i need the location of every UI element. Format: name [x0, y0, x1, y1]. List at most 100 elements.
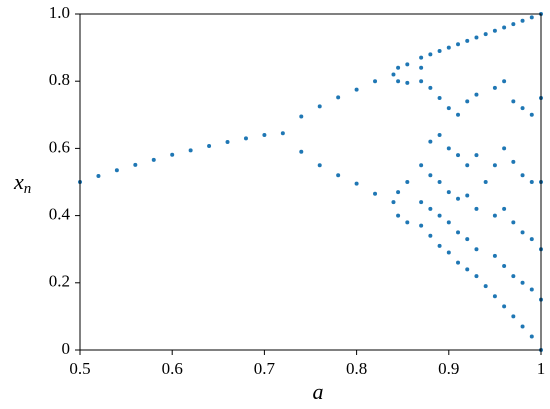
- point: [133, 162, 138, 167]
- point: [396, 213, 401, 218]
- point: [262, 132, 267, 137]
- point: [456, 42, 461, 47]
- point: [446, 190, 451, 195]
- point: [428, 139, 433, 144]
- y-tick-label: 1.0: [49, 3, 70, 22]
- point: [502, 146, 507, 151]
- point: [419, 200, 424, 205]
- point: [520, 173, 525, 178]
- point: [207, 144, 212, 149]
- point: [437, 180, 442, 184]
- point: [474, 153, 479, 158]
- point: [428, 233, 433, 238]
- point: [465, 237, 470, 242]
- y-tick-label: 0.2: [49, 272, 70, 291]
- point: [511, 314, 516, 319]
- point: [511, 220, 516, 225]
- point: [280, 131, 285, 136]
- point: [474, 35, 479, 40]
- point: [456, 112, 461, 117]
- point: [492, 213, 497, 218]
- point: [492, 28, 497, 33]
- point: [483, 32, 488, 37]
- point: [446, 45, 451, 50]
- point: [456, 153, 461, 158]
- point: [465, 38, 470, 43]
- point: [396, 65, 401, 70]
- point: [474, 92, 479, 97]
- point: [502, 304, 507, 309]
- plot-frame: [79, 13, 542, 351]
- point: [419, 79, 424, 84]
- point: [151, 157, 156, 162]
- x-tick-label: 0.6: [162, 359, 183, 378]
- point: [396, 190, 401, 195]
- point: [391, 72, 396, 77]
- point: [299, 114, 304, 119]
- point: [419, 223, 424, 228]
- point: [446, 146, 451, 151]
- point: [456, 196, 461, 201]
- point: [405, 180, 410, 184]
- point: [502, 206, 507, 211]
- point: [170, 152, 175, 157]
- point: [405, 62, 410, 67]
- y-tick-label: 0: [62, 339, 71, 358]
- point: [373, 79, 378, 84]
- point: [502, 264, 507, 268]
- point: [511, 99, 516, 104]
- x-tick-label: 0.8: [346, 359, 367, 378]
- point: [492, 85, 497, 90]
- y-tick-label: 0.6: [49, 137, 70, 156]
- point: [529, 112, 534, 117]
- point: [474, 247, 479, 252]
- point: [225, 140, 230, 145]
- y-axis-title-subscript: n: [24, 181, 32, 197]
- point: [446, 220, 451, 225]
- point: [428, 206, 433, 211]
- point: [483, 180, 488, 184]
- point: [465, 267, 470, 272]
- point: [391, 200, 396, 205]
- point: [502, 79, 507, 84]
- point: [520, 280, 525, 285]
- point: [492, 294, 497, 299]
- point: [465, 99, 470, 104]
- point: [511, 22, 516, 27]
- point: [465, 163, 470, 168]
- point: [446, 250, 451, 255]
- point: [520, 18, 525, 23]
- x-tick-label: 1: [537, 359, 546, 378]
- point: [529, 287, 534, 292]
- point: [96, 173, 101, 178]
- point: [437, 48, 442, 53]
- point: [492, 163, 497, 168]
- point: [373, 191, 378, 196]
- point: [243, 136, 248, 141]
- x-tick-label: 0.7: [254, 359, 276, 378]
- point: [446, 106, 451, 111]
- point: [529, 15, 534, 20]
- point: [428, 85, 433, 90]
- point: [492, 253, 497, 258]
- point: [474, 206, 479, 211]
- y-tick-label: 0.8: [49, 70, 70, 89]
- x-tick-label: 0.9: [438, 359, 459, 378]
- point: [188, 148, 193, 153]
- point: [520, 324, 525, 329]
- point: [502, 25, 507, 30]
- point: [428, 173, 433, 178]
- point: [511, 159, 516, 164]
- point: [465, 193, 470, 198]
- point: [419, 65, 424, 70]
- point: [437, 243, 442, 248]
- point: [299, 149, 304, 154]
- point: [114, 168, 119, 173]
- point: [405, 220, 410, 225]
- point: [511, 274, 516, 279]
- point: [437, 132, 442, 137]
- point: [456, 230, 461, 235]
- point: [405, 80, 410, 85]
- point: [419, 163, 424, 168]
